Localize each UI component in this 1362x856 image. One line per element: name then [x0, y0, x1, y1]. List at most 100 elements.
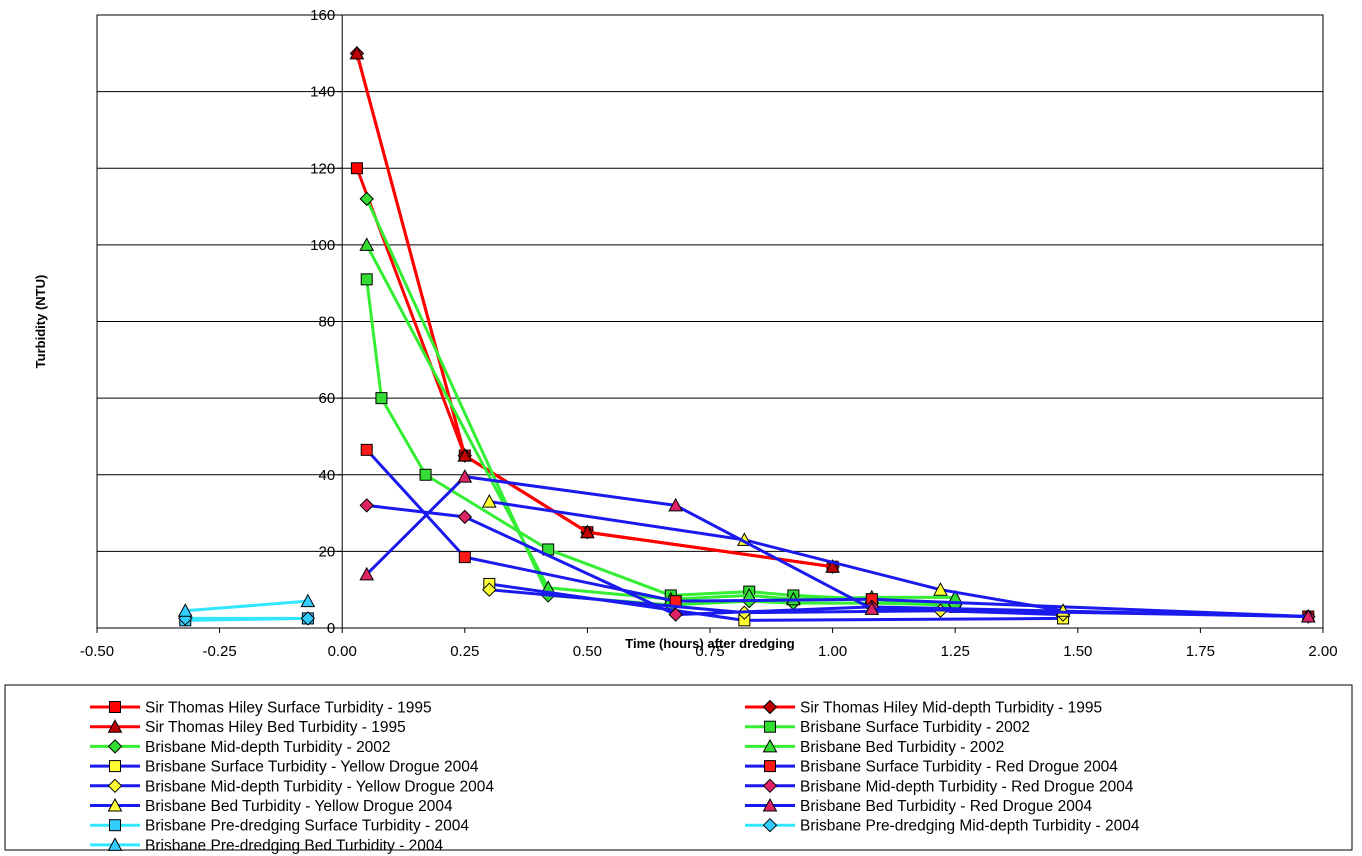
legend-item: Brisbane Surface Turbidity - Yellow Drog… — [90, 759, 479, 776]
legend-label: Brisbane Pre-dredging Bed Turbidity - 20… — [145, 837, 443, 854]
legend-swatch-marker — [107, 739, 123, 754]
legend-swatch-marker — [762, 817, 778, 833]
legend-item: Sir Thomas Hiley Surface Turbidity - 199… — [90, 700, 432, 717]
y-tick-label: 40 — [319, 467, 336, 484]
legend-swatch-marker — [107, 778, 123, 794]
y-tick-label: 80 — [319, 314, 336, 331]
x-tick-label: 0.00 — [328, 643, 357, 660]
series-8 — [360, 443, 1315, 623]
series-line — [355, 52, 833, 569]
legend-swatch-marker — [762, 797, 778, 812]
y-tick-label: 100 — [310, 237, 335, 254]
x-tick-label: 0.25 — [450, 643, 479, 660]
legend-swatch-marker — [109, 701, 121, 713]
legend-item: Brisbane Bed Turbidity - 2002 — [745, 738, 1004, 756]
legend-item: Sir Thomas Hiley Bed Turbidity - 1995 — [90, 719, 406, 736]
legend-item: Sir Thomas Hiley Mid-depth Turbidity - 1… — [745, 700, 1102, 717]
legend-item: Brisbane Surface Turbidity - Red Drogue … — [745, 759, 1118, 776]
data-point — [457, 448, 473, 462]
data-point — [359, 191, 374, 207]
data-point — [668, 607, 683, 622]
x-tick-label: 0.50 — [573, 643, 602, 660]
data-point — [580, 524, 595, 539]
y-axis-title: Turbidity (NTU) — [33, 275, 48, 369]
legend: Sir Thomas Hiley Surface Turbidity - 199… — [4, 684, 1353, 854]
legend-swatch-marker — [762, 738, 778, 753]
data-point — [300, 611, 316, 626]
legend-swatch-marker — [107, 719, 123, 733]
x-tick-label: 1.25 — [941, 643, 970, 660]
series-12 — [359, 469, 1316, 623]
series-line — [489, 500, 1064, 613]
legend-label: Brisbane Surface Turbidity - Red Drogue … — [800, 759, 1118, 776]
x-tick-label: 1.00 — [818, 643, 847, 660]
legend-item: Brisbane Mid-depth Turbidity - Red Drogu… — [745, 778, 1134, 795]
y-tick-label: 20 — [319, 543, 336, 560]
legend-box — [4, 684, 1353, 851]
data-point — [864, 601, 880, 615]
legend-item: Brisbane Mid-depth Turbidity - Yellow Dr… — [90, 778, 494, 795]
data-point — [668, 497, 684, 512]
legend-label: Brisbane Pre-dredging Mid-depth Turbidit… — [800, 818, 1140, 835]
legend-label: Brisbane Mid-depth Turbidity - Red Drogu… — [800, 778, 1134, 795]
legend-swatch-marker — [107, 797, 123, 812]
data-point — [1300, 608, 1316, 623]
data-point — [360, 443, 373, 456]
data-point — [359, 498, 374, 513]
legend-label: Brisbane Bed Turbidity - Red Drogue 2004 — [800, 798, 1092, 815]
data-point — [359, 566, 375, 581]
x-tick-label: 1.50 — [1063, 643, 1092, 660]
legend-label: Brisbane Surface Turbidity - 2002 — [800, 719, 1030, 736]
data-point — [482, 582, 497, 597]
data-point — [360, 273, 373, 286]
x-tick-label: 0.75 — [695, 643, 724, 660]
x-tick-label: -0.50 — [80, 643, 114, 660]
data-point — [350, 162, 363, 175]
legend-label: Sir Thomas Hiley Mid-depth Turbidity - 1… — [800, 700, 1102, 717]
legend-item: Brisbane Mid-depth Turbidity - 2002 — [90, 739, 391, 756]
y-tick-label: 120 — [310, 160, 335, 177]
series-line — [489, 588, 1064, 617]
data-point — [177, 603, 193, 617]
legend-swatch-marker — [762, 699, 778, 715]
data-point — [457, 509, 473, 525]
data-point — [933, 582, 948, 596]
series-line — [185, 599, 308, 613]
legend-label: Brisbane Surface Turbidity - Yellow Drog… — [145, 759, 479, 776]
series-14 — [178, 611, 316, 626]
legend-item: Brisbane Pre-dredging Bed Turbidity - 20… — [90, 837, 443, 854]
data-point — [419, 468, 432, 481]
legend-label: Brisbane Mid-depth Turbidity - Yellow Dr… — [145, 778, 494, 795]
series-15 — [177, 593, 316, 617]
series-3 — [349, 45, 840, 573]
legend-label: Brisbane Pre-dredging Surface Turbidity … — [145, 818, 469, 835]
legend-item: Brisbane Pre-dredging Mid-depth Turbidit… — [745, 818, 1140, 835]
data-point — [300, 593, 316, 608]
legend-item: Brisbane Bed Turbidity - Yellow Drogue 2… — [90, 797, 453, 815]
legend-label: Brisbane Bed Turbidity - 2002 — [800, 739, 1004, 756]
legend-swatch-marker — [109, 819, 121, 832]
y-tick-label: 140 — [310, 84, 335, 101]
data-point — [359, 237, 375, 251]
x-tick-label: -0.25 — [202, 643, 236, 660]
series-group — [177, 45, 1316, 627]
data-point — [481, 494, 497, 508]
data-point — [457, 469, 473, 483]
legend-label: Brisbane Bed Turbidity - Yellow Drogue 2… — [145, 798, 453, 815]
legend-item: Brisbane Pre-dredging Surface Turbidity … — [90, 818, 469, 835]
legend-item: Brisbane Bed Turbidity - Red Drogue 2004 — [745, 797, 1092, 815]
gridlines — [96, 14, 1324, 629]
data-point — [825, 559, 840, 573]
x-axis-title: Time (hours) after dredging — [625, 636, 795, 651]
y-tick-label: 160 — [310, 7, 335, 24]
x-tick-label: 1.75 — [1186, 643, 1215, 660]
axes: 0 20 40 60 80 100 120 140 160 -0.50 -0.25 0.00 0.25 0… — [80, 7, 1338, 660]
legend-swatch-marker — [762, 778, 778, 794]
legend-swatch-marker — [107, 837, 123, 851]
data-point — [349, 45, 365, 60]
data-point — [375, 392, 388, 405]
legend-label: Sir Thomas Hiley Bed Turbidity - 1995 — [145, 719, 406, 736]
legend-swatch-marker — [109, 760, 121, 773]
legend-swatch-marker — [764, 760, 776, 773]
